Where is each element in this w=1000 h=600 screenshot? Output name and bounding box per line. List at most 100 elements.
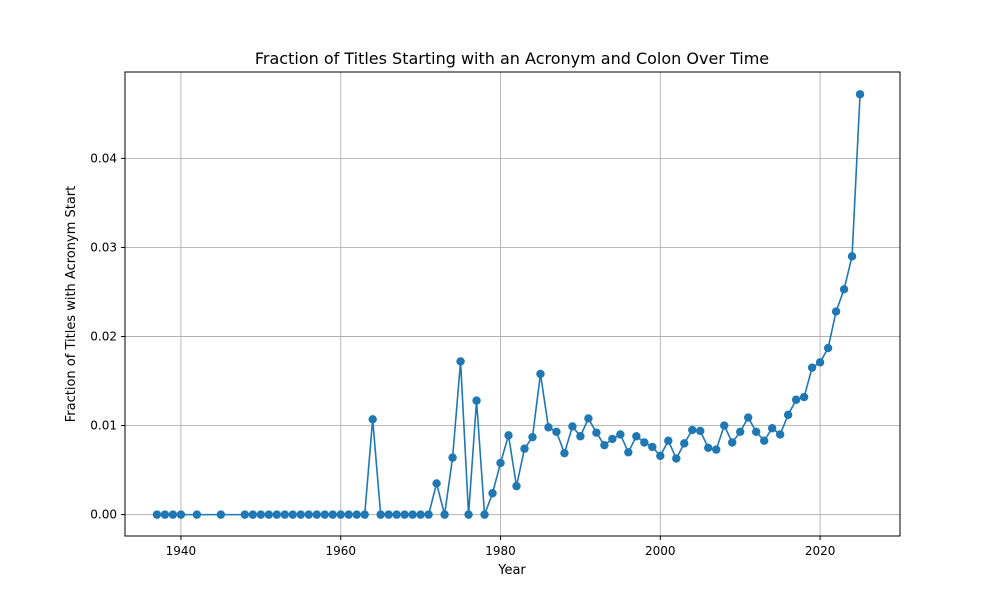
data-point [240,510,250,519]
y-tick-label: 0.02 [90,330,117,344]
data-point [432,479,441,488]
data-point [592,428,601,437]
data-point [831,307,841,316]
data-point [424,510,433,519]
data-series [152,90,865,519]
data-point [152,510,162,519]
y-tick-label: 0.01 [90,419,117,433]
grid-lines [125,72,900,536]
data-point [712,445,721,454]
data-point [704,443,713,453]
data-point [823,343,833,353]
data-point [560,448,569,458]
data-point [496,458,505,468]
data-point [783,410,793,420]
data-point [328,510,337,519]
data-point [672,454,681,463]
data-point [504,431,513,440]
y-axis-label: Fraction of Titles with Acronym Start [64,186,79,422]
data-point [168,510,178,519]
data-point [336,510,345,519]
x-tick-label: 1940 [166,544,197,558]
data-point [608,434,617,444]
data-point [456,357,465,366]
data-point [736,427,745,437]
data-point [855,90,865,99]
data-point [272,510,282,519]
y-tick-label: 0.04 [90,151,117,165]
data-point [799,392,809,402]
data-point [807,363,817,372]
data-point [616,430,625,439]
data-point [368,415,377,424]
data-point [320,510,329,519]
data-point [392,510,401,519]
data-point [448,453,457,462]
data-point [775,430,785,439]
data-point [728,438,737,447]
data-point [544,423,553,432]
data-point [528,432,537,442]
data-point [512,481,521,491]
x-tick-label: 1980 [485,544,516,558]
data-point [264,510,274,519]
y-tick-label: 0.03 [90,240,117,254]
data-point [400,510,409,519]
data-point [847,252,857,261]
data-point [464,510,473,519]
data-point [791,395,801,404]
y-tick-label: 0.00 [90,508,117,522]
data-point [248,510,258,519]
data-point [296,510,305,519]
data-point [696,426,705,436]
data-point [440,510,449,519]
data-point [632,432,641,441]
data-point [664,436,673,445]
data-point [488,489,497,498]
data-point [160,510,170,519]
x-tick-label: 2020 [805,544,836,558]
data-point [256,510,266,519]
data-point [376,510,385,519]
data-point [751,427,761,437]
x-tick-label: 2000 [645,544,676,558]
data-point [216,510,226,519]
data-point [640,438,649,447]
data-point [360,510,369,519]
data-point [416,510,425,519]
data-point [743,413,753,422]
data-point [480,510,489,519]
data-point [688,425,697,435]
data-point [767,424,777,433]
data-point [552,427,561,437]
x-tick-label: 1960 [325,544,356,558]
data-point [568,422,577,431]
data-point [312,510,321,519]
data-point [304,510,313,519]
data-point [680,439,689,448]
axis-ticks: 1940 1960 1980 2000 2020 0.00 0.01 0.02 0.03 0.04 [90,151,835,558]
data-point [815,358,825,367]
data-point [176,510,186,519]
data-point [352,510,361,519]
data-point [288,510,297,519]
data-point [384,510,393,519]
data-point [344,510,353,519]
data-point [520,444,529,453]
data-point [576,432,585,441]
series-line [156,94,861,516]
data-point [759,436,769,445]
data-point [624,448,633,457]
data-point [656,451,665,461]
data-point [600,440,609,450]
data-point [472,396,481,405]
plot-frame [124,71,901,537]
data-point [536,369,545,379]
chart-title: Fraction of Titles Starting with an Acro… [255,49,769,68]
data-point [648,442,657,452]
data-point [192,510,202,519]
data-point [720,421,729,430]
data-point [408,510,417,519]
x-axis-label: Year [497,563,526,578]
